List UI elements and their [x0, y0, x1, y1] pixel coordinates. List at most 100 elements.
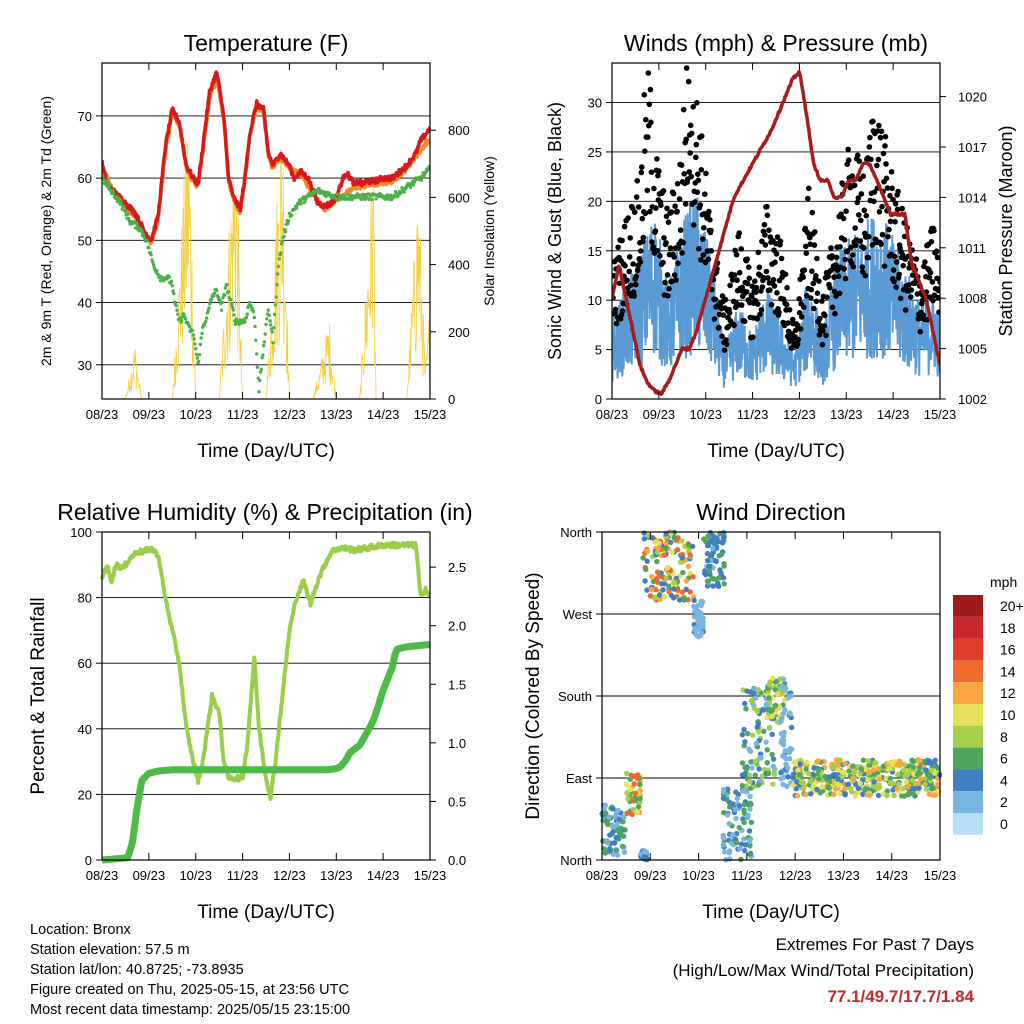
dewpoint-point — [252, 315, 256, 320]
gust-point — [810, 280, 817, 287]
direction-point — [709, 575, 715, 581]
y-tick-label: 40 — [78, 722, 92, 737]
dewpoint-point — [195, 356, 199, 360]
y2-tick-label: 0.0 — [448, 853, 466, 868]
gust-point — [782, 271, 789, 278]
direction-point — [660, 587, 666, 593]
direction-point — [739, 732, 746, 738]
colorbar-title: mph — [990, 574, 1017, 590]
direction-point — [641, 848, 648, 855]
direction-point — [656, 592, 663, 598]
direction-point — [787, 711, 793, 717]
gust-point — [801, 304, 807, 311]
direction-point — [901, 762, 908, 768]
gust-point — [759, 238, 765, 245]
gust-point — [858, 217, 864, 224]
direction-point — [778, 770, 784, 776]
direction-point — [733, 815, 739, 822]
x-tick-label: 10/23 — [689, 407, 722, 422]
direction-point — [664, 565, 671, 571]
dewpoint-point — [294, 206, 299, 210]
gust-point — [726, 310, 733, 316]
gust-point — [674, 208, 680, 215]
gust-point — [797, 326, 804, 332]
gust-point — [796, 296, 802, 302]
gust-point — [750, 334, 756, 341]
gust-point — [813, 298, 820, 305]
direction-point — [788, 693, 794, 699]
direction-point — [726, 821, 732, 827]
direction-point — [770, 763, 776, 769]
direction-point — [738, 841, 745, 847]
direction-point — [634, 772, 641, 778]
direction-point — [880, 763, 887, 770]
gust-point — [852, 225, 858, 231]
gust-point — [849, 173, 855, 179]
direction-point — [845, 781, 852, 787]
direction-point — [606, 814, 612, 820]
dewpoint-point — [197, 353, 202, 357]
direction-point — [747, 837, 753, 843]
dewpoint-point — [274, 295, 278, 299]
gust-point — [692, 199, 698, 205]
gust-point — [784, 284, 790, 291]
dewpoint-point — [258, 378, 262, 383]
direction-point — [871, 771, 877, 777]
panel-direction: Wind Direction Time (Day/UTC) 08/23 09/23 10… — [523, 499, 956, 923]
direction-point — [926, 758, 933, 764]
direction-point — [769, 751, 775, 758]
direction-point — [778, 731, 784, 737]
panel-title: Relative Humidity (%) & Precipitation (i… — [57, 499, 472, 525]
direction-point — [654, 558, 660, 565]
direction-point — [900, 767, 907, 774]
direction-point — [808, 791, 814, 797]
y-tick-label: 60 — [78, 656, 92, 671]
gust-point — [884, 185, 891, 191]
gust-point — [823, 332, 829, 339]
gust-point — [612, 306, 619, 313]
direction-point — [726, 848, 733, 854]
direction-point — [757, 777, 764, 784]
direction-point — [760, 707, 766, 713]
gust-point — [820, 328, 826, 334]
x-tick-label: 11/23 — [731, 868, 763, 883]
x-tick-label: 09/23 — [643, 407, 676, 422]
dewpoint-point — [386, 193, 390, 197]
dewpoint-point — [115, 194, 119, 199]
direction-point — [791, 759, 798, 765]
x-tick-label: 08/23 — [586, 868, 619, 883]
gust-point — [813, 272, 819, 279]
gust-point — [686, 169, 692, 175]
gust-point — [811, 242, 818, 248]
gust-point — [657, 253, 663, 259]
gust-point — [771, 283, 778, 289]
x-tick-label: 12/23 — [273, 407, 306, 422]
gust-point — [887, 192, 893, 199]
y-tick-label: 20 — [78, 787, 92, 802]
direction-point — [613, 847, 619, 853]
gust-point — [800, 274, 806, 281]
gust-point — [840, 215, 847, 222]
colorbar-label: 8 — [1000, 729, 1008, 745]
direction-point — [935, 781, 941, 787]
dewpoint-point — [261, 353, 265, 357]
direction-point — [625, 796, 631, 802]
gust-point — [896, 271, 902, 278]
station-info: Location: Bronx Station elevation: 57.5 … — [30, 920, 350, 1020]
direction-point — [706, 568, 713, 575]
direction-point — [757, 755, 763, 761]
dewpoint-point — [112, 191, 116, 195]
gust-point — [838, 211, 844, 217]
extremes-box: Extremes For Past 7 Days (High/Low/Max W… — [673, 932, 974, 1010]
gust-point — [695, 177, 702, 184]
direction-point — [632, 795, 638, 802]
direction-point — [604, 840, 611, 846]
gust-point — [720, 312, 727, 318]
direction-point — [670, 595, 677, 601]
direction-point — [807, 778, 813, 784]
direction-point — [810, 783, 817, 789]
gust-point — [852, 242, 859, 249]
gust-point — [640, 234, 647, 241]
series-station-pressure — [612, 69, 940, 396]
gust-point — [831, 288, 838, 295]
